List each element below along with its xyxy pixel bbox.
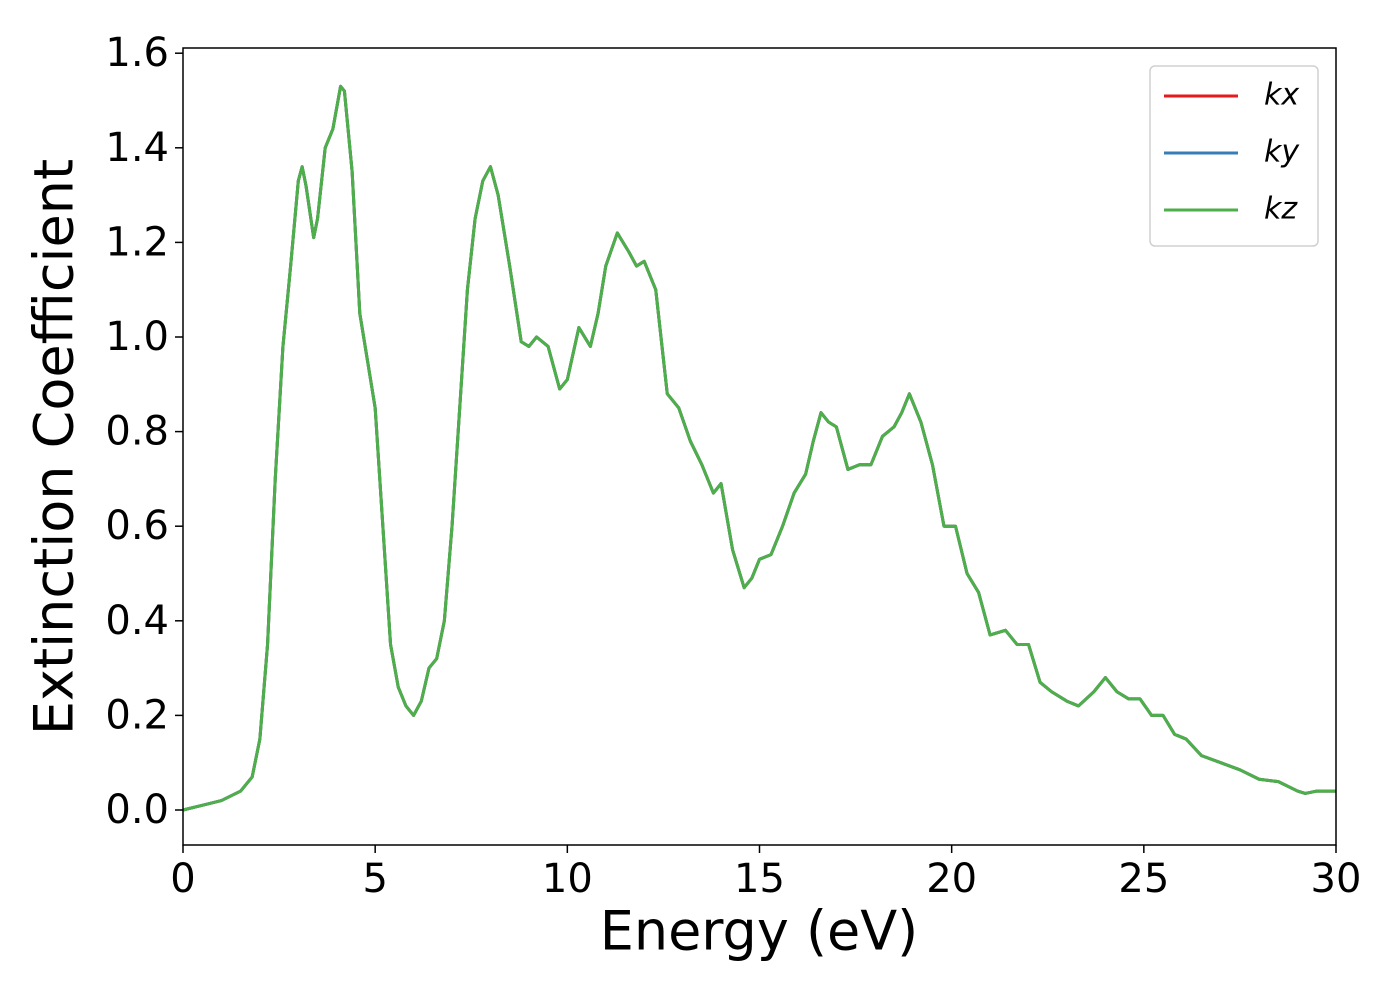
x-tick-label: 0 [170,856,195,902]
y-tick-label: 0.6 [105,503,169,549]
x-tick-label: 5 [362,856,387,902]
y-tick-label: 0.4 [105,598,169,644]
x-tick-label: 25 [1118,856,1169,902]
x-tick-label: 15 [734,856,785,902]
x-tick-label: 30 [1311,856,1362,902]
y-tick-label: 0.2 [105,692,169,738]
legend-label: kz [1264,192,1298,227]
y-axis-label: Extinction Coefficient [23,159,86,735]
x-axis-label: Energy (eV) [600,900,919,963]
x-tick-label: 10 [542,856,593,902]
legend-label: ky [1264,135,1300,170]
legend-box [1149,65,1319,247]
x-tick-label: 20 [926,856,977,902]
y-tick-label: 0.8 [105,409,169,455]
y-tick-label: 1.4 [105,125,169,171]
y-tick-label: 1.2 [105,219,169,265]
series-line [182,84,1336,812]
legend-label: kx [1264,78,1299,113]
plot-frame [182,47,1337,846]
y-tick-label: 1.0 [105,314,169,360]
y-tick-label: 1.6 [105,30,169,76]
y-tick-label: 0.0 [105,787,169,833]
